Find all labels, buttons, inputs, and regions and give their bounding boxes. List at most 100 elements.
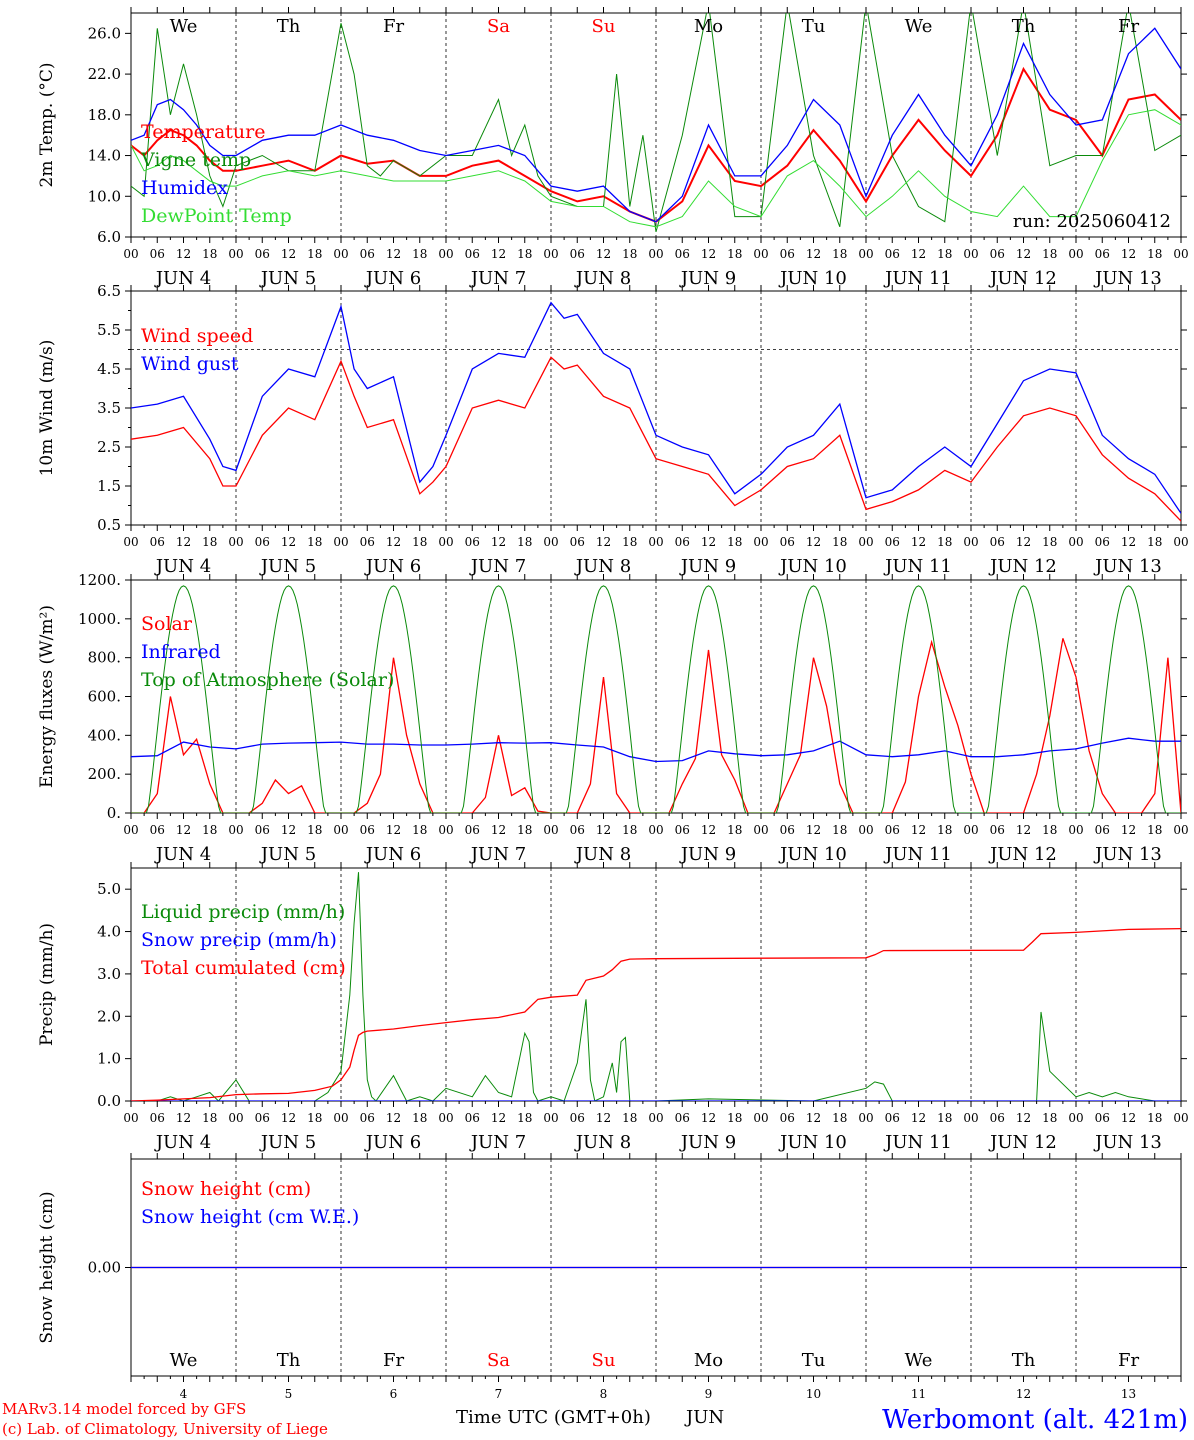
x-tick-label: 18 — [517, 823, 532, 837]
x-tick-label: 00 — [333, 1111, 348, 1125]
x-tick-label: 06 — [570, 247, 585, 261]
x-tick-label: 06 — [780, 535, 795, 549]
series-group — [131, 13, 1181, 233]
x-tick-label: 06 — [150, 1111, 165, 1125]
x-tick-label: 18 — [937, 823, 952, 837]
x-tick-label: 06 — [675, 1111, 690, 1125]
x-day-label: JUN 8 — [574, 556, 631, 577]
day-name: Fr — [1118, 1350, 1139, 1371]
x-tick-label: 18 — [832, 247, 847, 261]
x-tick-label: 00 — [1173, 823, 1188, 837]
x-tick-label: 18 — [832, 1111, 847, 1125]
bottom-day-number: 11 — [911, 1387, 926, 1401]
panel-3: 0. 200. 400. 600. 800. 1000. 1200. Energy fluxe… — [37, 571, 1189, 865]
x-tick-label: 18 — [412, 247, 427, 261]
x-day-label: JUN 4 — [154, 844, 211, 865]
y-tick-label: 0.5 — [97, 516, 121, 534]
x-tick-label: 06 — [1095, 1111, 1110, 1125]
x-tick-label: 00 — [228, 1111, 243, 1125]
x-tick-label: 06 — [570, 1111, 585, 1125]
x-tick-label: 18 — [937, 1111, 952, 1125]
model-credit: MARv3.14 model forced by GFS — [2, 1400, 246, 1418]
x-tick-label: 12 — [176, 247, 191, 261]
x-tick-label: 06 — [570, 823, 585, 837]
bottom-day-number: 12 — [1016, 1387, 1031, 1401]
x-tick-label: 18 — [307, 247, 322, 261]
x-day-label: JUN 9 — [679, 844, 736, 865]
x-day-label: JUN 5 — [259, 844, 316, 865]
day-name: Sa — [487, 1350, 510, 1371]
y-tick-label: 1000. — [78, 610, 121, 628]
x-tick-label: 12 — [491, 823, 506, 837]
x-tick-label: 12 — [701, 247, 716, 261]
legend-entry: Humidex — [141, 177, 228, 199]
x-tick-label: 12 — [281, 535, 296, 549]
x-tick-label: 12 — [911, 247, 926, 261]
x-tick-label: 00 — [1173, 535, 1188, 549]
lab-credit: (c) Lab. of Climatology, University of L… — [2, 1420, 328, 1438]
bottom-day-number: 5 — [285, 1387, 293, 1401]
x-day-label: JUN 10 — [778, 268, 847, 289]
x-tick-label: 18 — [1042, 1111, 1057, 1125]
x-tick-label: 06 — [990, 823, 1005, 837]
x-day-label: JUN 4 — [154, 268, 211, 289]
day-name: Fr — [383, 16, 404, 37]
x-tick-label: 18 — [727, 247, 742, 261]
y-tick-label: 0.00 — [88, 1259, 121, 1277]
x-tick-label: 00 — [963, 247, 978, 261]
x-tick-label: 06 — [675, 535, 690, 549]
x-tick-label: 18 — [727, 535, 742, 549]
x-tick-label: 00 — [858, 535, 873, 549]
legend-entry: Temperature — [141, 121, 265, 143]
x-tick-label: 00 — [123, 1111, 138, 1125]
x-day-label: JUN 12 — [988, 844, 1057, 865]
x-tick-label: 18 — [517, 247, 532, 261]
x-tick-label: 00 — [123, 823, 138, 837]
x-tick-label: 18 — [832, 535, 847, 549]
x-day-label: JUN 8 — [574, 1132, 631, 1153]
y-tick-label: 0.0 — [97, 1092, 121, 1110]
x-tick-label: 12 — [701, 535, 716, 549]
legend-entry: Total cumulated (cm) — [141, 957, 346, 979]
x-tick-label: 06 — [885, 823, 900, 837]
day-name: We — [905, 1350, 933, 1371]
x-day-label: JUN 11 — [883, 268, 952, 289]
x-tick-label: 06 — [675, 823, 690, 837]
x-day-label: JUN 12 — [988, 1132, 1057, 1153]
series-line — [131, 109, 1181, 228]
x-tick-label: 06 — [360, 1111, 375, 1125]
series-group — [131, 872, 1181, 1101]
x-tick-label: 06 — [465, 1111, 480, 1125]
x-tick-label: 18 — [622, 247, 637, 261]
legend-entry: Liquid precip (mm/h) — [141, 901, 345, 923]
x-day-label: JUN 6 — [364, 1132, 421, 1153]
x-tick-label: 18 — [1147, 823, 1162, 837]
x-tick-label: 00 — [228, 535, 243, 549]
station-name: Werbomont (alt. 421m) — [882, 1405, 1188, 1435]
y-tick-label: 400. — [88, 726, 121, 744]
x-tick-label: 12 — [281, 1111, 296, 1125]
day-name: Th — [1012, 1350, 1036, 1371]
x-day-label: JUN 5 — [259, 1132, 316, 1153]
day-name: Fr — [1118, 16, 1139, 37]
x-tick-label: 18 — [412, 535, 427, 549]
x-tick-label: 18 — [937, 535, 952, 549]
x-tick-label: 06 — [675, 247, 690, 261]
y-tick-label: 5.0 — [97, 880, 121, 898]
x-day-label: JUN 9 — [679, 268, 736, 289]
x-tick-label: 00 — [543, 535, 558, 549]
x-tick-label: 06 — [150, 247, 165, 261]
x-day-label: JUN 6 — [364, 556, 421, 577]
day-name: We — [905, 16, 933, 37]
y-tick-label: 1.5 — [97, 477, 121, 495]
panel-5: 0.00 Snow height (cm) Snow height (cm) Snow… — [37, 1153, 1187, 1401]
x-tick-label: 00 — [438, 1111, 453, 1125]
x-tick-label: 06 — [885, 247, 900, 261]
x-day-label: JUN 4 — [154, 556, 211, 577]
x-tick-label: 18 — [412, 823, 427, 837]
x-tick-label: 06 — [360, 247, 375, 261]
x-tick-label: 00 — [228, 247, 243, 261]
bottom-day-number: 7 — [495, 1387, 503, 1401]
x-day-label: JUN 10 — [778, 1132, 847, 1153]
x-tick-label: 18 — [1042, 535, 1057, 549]
